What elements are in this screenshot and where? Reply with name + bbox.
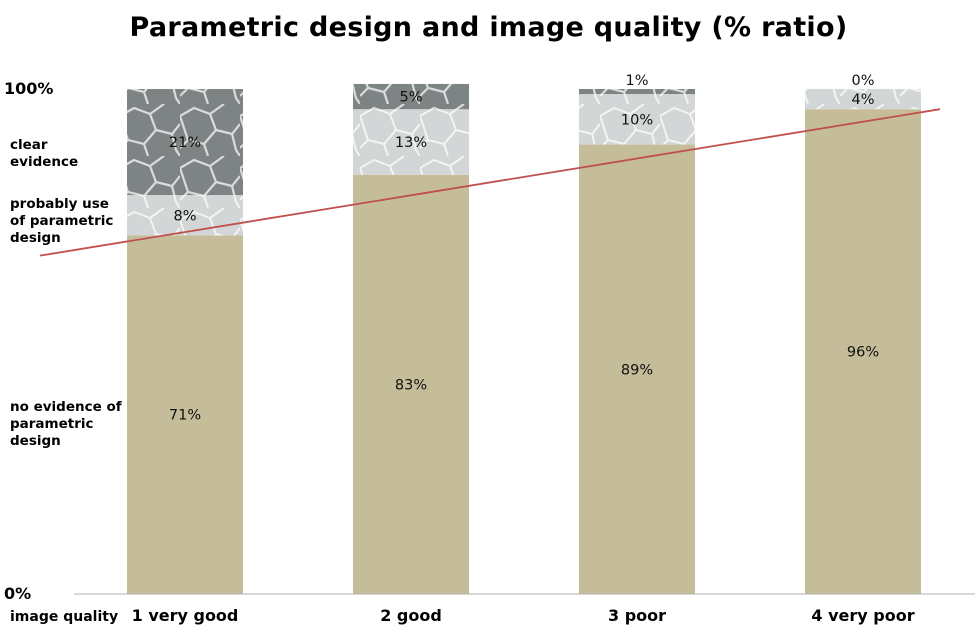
value-label-clear: 1% xyxy=(625,73,648,89)
label-probable-parametric: probably use of parametric design xyxy=(10,196,114,246)
value-label-probable: 10% xyxy=(621,112,653,128)
bar-segment-probable xyxy=(805,89,921,110)
bar-segment-probable xyxy=(353,109,469,175)
x-tick-label: 3 poor xyxy=(608,606,666,625)
x-axis-label: image quality xyxy=(10,609,119,625)
value-label-clear: 21% xyxy=(169,135,201,151)
bar-segment-probable xyxy=(579,94,695,145)
bar-segment-no-evidence xyxy=(127,235,243,594)
value-label-probable: 13% xyxy=(395,135,427,151)
value-label-clear: 0% xyxy=(851,73,874,89)
y-tick-100: 100% xyxy=(4,79,54,98)
x-tick-label: 2 good xyxy=(380,606,442,625)
bar-segment-clear xyxy=(579,89,695,95)
x-tick-label: 1 very good xyxy=(132,606,239,625)
bar-segment-clear xyxy=(127,89,243,196)
value-label-clear: 5% xyxy=(399,90,422,106)
bar-segment-no-evidence xyxy=(579,144,695,595)
label-no-evidence: no evidence of parametric design xyxy=(10,399,122,449)
value-label-probable: 8% xyxy=(173,208,196,224)
trendline xyxy=(39,108,941,257)
bar-segment-no-evidence xyxy=(805,109,921,594)
bar-segment-probable xyxy=(127,195,243,236)
label-clear-evidence: clear evidence xyxy=(10,137,79,170)
value-label-no-evidence: 96% xyxy=(847,345,879,361)
value-label-no-evidence: 89% xyxy=(621,362,653,378)
chart-title: Parametric design and image quality (% r… xyxy=(129,12,848,43)
bar-segment-clear xyxy=(353,83,469,110)
bar-segment-no-evidence xyxy=(353,174,469,594)
value-label-probable: 4% xyxy=(851,92,874,108)
value-label-no-evidence: 83% xyxy=(395,377,427,393)
x-tick-label: 4 very poor xyxy=(811,606,914,625)
y-tick-0: 0% xyxy=(4,584,32,603)
value-label-no-evidence: 71% xyxy=(169,408,201,424)
